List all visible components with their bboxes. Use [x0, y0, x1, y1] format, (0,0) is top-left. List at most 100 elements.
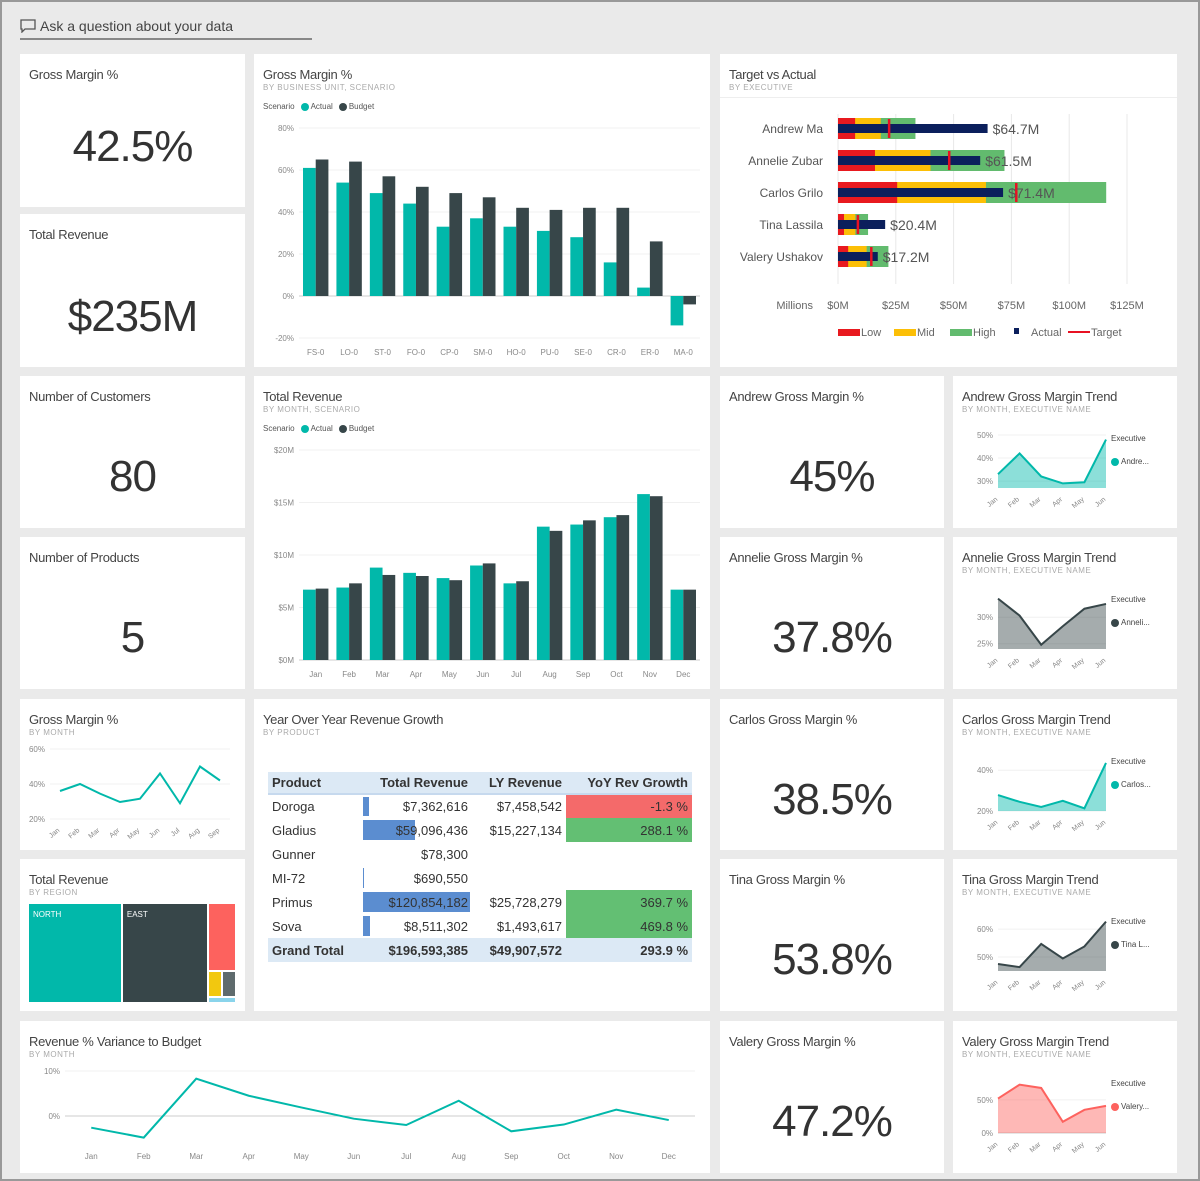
bar-actual[interactable] — [536, 230, 550, 296]
tina-trend-tile[interactable]: Tina Gross Margin Trend BY MONTH, EXECUTI… — [953, 859, 1177, 1011]
bar-actual[interactable] — [436, 578, 450, 660]
data-point[interactable] — [996, 1097, 1000, 1101]
data-point[interactable] — [996, 962, 1000, 966]
data-point[interactable] — [1018, 965, 1022, 969]
bar-budget[interactable] — [315, 588, 329, 660]
bar-budget[interactable] — [415, 186, 429, 296]
bar-budget[interactable] — [549, 209, 563, 296]
data-point[interactable] — [1082, 607, 1086, 611]
data-point[interactable] — [118, 800, 122, 804]
data-point[interactable] — [996, 597, 1000, 601]
bar-actual[interactable] — [403, 572, 416, 660]
data-point[interactable] — [562, 1123, 566, 1127]
data-point[interactable] — [996, 472, 1000, 476]
bar-budget[interactable] — [649, 241, 663, 296]
treemap-region-yellow[interactable] — [209, 971, 222, 996]
bar-budget[interactable] — [683, 296, 696, 305]
treemap-region-red[interactable] — [209, 904, 235, 970]
yoy-revenue-growth-tile[interactable]: Year Over Year Revenue Growth BY PRODUCT… — [254, 699, 710, 1011]
bar-budget[interactable] — [382, 574, 396, 660]
data-point[interactable] — [1061, 956, 1065, 960]
column-header[interactable]: YoY Rev Growth — [565, 772, 692, 795]
kpi-annelie[interactable]: Annelie Gross Margin % 37.8% — [720, 537, 944, 689]
data-point[interactable] — [1039, 805, 1043, 809]
data-point[interactable] — [614, 1108, 618, 1112]
kpi-total-revenue[interactable]: Total Revenue $235M — [20, 214, 245, 367]
bar-budget[interactable] — [583, 520, 596, 660]
total-revenue-by-region-tile[interactable]: Total Revenue BY REGION NORTH EAST — [20, 859, 245, 1011]
column-header[interactable]: Total Revenue — [360, 772, 472, 795]
data-point[interactable] — [1039, 643, 1043, 647]
data-point[interactable] — [89, 1126, 93, 1130]
bar-budget[interactable] — [516, 207, 529, 296]
bar-actual[interactable] — [303, 167, 316, 296]
actual-bar[interactable] — [838, 188, 1004, 197]
data-point[interactable] — [1082, 480, 1086, 484]
data-point[interactable] — [138, 797, 142, 801]
actual-bar[interactable] — [838, 124, 988, 133]
gross-margin-by-bu-tile[interactable]: Gross Margin % BY BUSINESS UNIT, SCENARI… — [254, 54, 710, 367]
column-header[interactable]: LY Revenue — [471, 772, 566, 795]
treemap-region-gray[interactable] — [223, 971, 235, 996]
bar-actual[interactable] — [536, 526, 550, 660]
data-point[interactable] — [1039, 474, 1043, 478]
gross-margin-by-month-tile[interactable]: Gross Margin % BY MONTH 20% 40% 60% Jan Feb M… — [20, 699, 245, 850]
data-point[interactable] — [58, 789, 62, 793]
kpi-carlos[interactable]: Carlos Gross Margin % 38.5% — [720, 699, 944, 850]
bar-actual[interactable] — [303, 589, 316, 660]
bar-actual[interactable] — [570, 237, 584, 296]
bar-budget[interactable] — [482, 197, 496, 296]
bar-actual[interactable] — [369, 193, 383, 296]
data-point[interactable] — [98, 792, 102, 796]
valery-trend-tile[interactable]: Valery Gross Margin Trend BY MONTH, EXECU… — [953, 1021, 1177, 1173]
kpi-gross-margin[interactable]: Gross Margin % 42.5% — [20, 54, 245, 207]
bar-budget[interactable] — [616, 207, 630, 296]
bar-actual[interactable] — [470, 218, 483, 296]
data-point[interactable] — [1104, 761, 1108, 765]
data-point[interactable] — [194, 1077, 198, 1081]
data-point[interactable] — [1104, 920, 1108, 924]
kpi-customers[interactable]: Number of Customers 80 — [20, 376, 245, 528]
bar-actual[interactable] — [336, 587, 350, 660]
data-point[interactable] — [1039, 1086, 1043, 1090]
bar-budget[interactable] — [382, 176, 396, 296]
data-point[interactable] — [1082, 1108, 1086, 1112]
treemap-east[interactable]: EAST — [122, 904, 208, 1002]
data-point[interactable] — [1061, 1120, 1065, 1124]
treemap-region-lightblue[interactable] — [209, 997, 235, 1002]
annelie-trend-tile[interactable]: Annelie Gross Margin Trend BY MONTH, EXEC… — [953, 537, 1177, 689]
data-point[interactable] — [158, 772, 162, 776]
data-point[interactable] — [198, 765, 202, 769]
bar-actual[interactable] — [603, 262, 617, 296]
data-point[interactable] — [142, 1136, 146, 1140]
kpi-products[interactable]: Number of Products 5 — [20, 537, 245, 689]
data-point[interactable] — [218, 779, 222, 783]
bar-actual[interactable] — [403, 203, 416, 296]
data-point[interactable] — [1082, 944, 1086, 948]
data-point[interactable] — [457, 1099, 461, 1103]
bar-actual[interactable] — [436, 226, 450, 296]
bar-budget[interactable] — [616, 515, 630, 660]
data-point[interactable] — [1104, 1104, 1108, 1108]
target-vs-actual-tile[interactable]: Target vs Actual BY EXECUTIVE $0M $25M $50… — [720, 54, 1177, 367]
bar-budget[interactable] — [583, 207, 596, 296]
data-point[interactable] — [996, 793, 1000, 797]
bar-budget[interactable] — [415, 576, 429, 660]
data-point[interactable] — [1061, 481, 1065, 485]
data-point[interactable] — [1018, 800, 1022, 804]
column-header[interactable]: Product — [268, 772, 361, 795]
bar-budget[interactable] — [349, 161, 362, 296]
data-point[interactable] — [1061, 799, 1065, 803]
bar-budget[interactable] — [449, 193, 463, 296]
treemap-north[interactable]: NORTH — [29, 904, 121, 1002]
bar-actual[interactable] — [503, 226, 517, 296]
bar-budget[interactable] — [482, 563, 496, 660]
bar-actual[interactable] — [603, 517, 617, 660]
bar-actual[interactable] — [670, 589, 684, 660]
bar-budget[interactable] — [683, 589, 696, 660]
andrew-trend-tile[interactable]: Andrew Gross Margin Trend BY MONTH, EXECU… — [953, 376, 1177, 528]
carlos-trend-tile[interactable]: Carlos Gross Margin Trend BY MONTH, EXECU… — [953, 699, 1177, 850]
actual-bar[interactable] — [838, 220, 886, 229]
revenue-variance-tile[interactable]: Revenue % Variance to Budget BY MONTH 0%… — [20, 1021, 710, 1173]
kpi-andrew[interactable]: Andrew Gross Margin % 45% — [720, 376, 944, 528]
